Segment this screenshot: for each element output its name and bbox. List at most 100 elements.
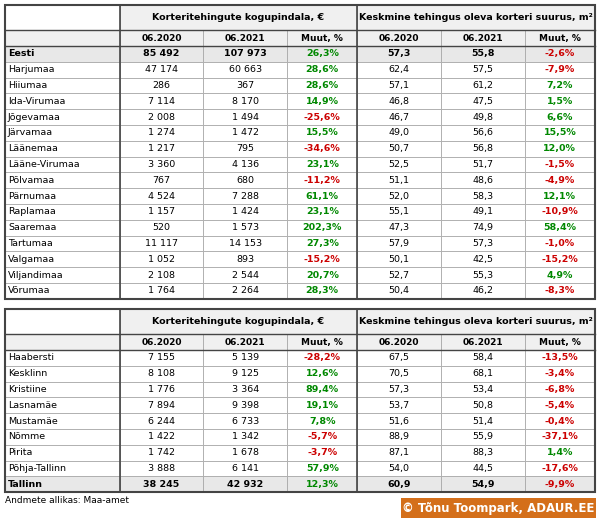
Text: Muut, %: Muut, % xyxy=(301,34,343,43)
Text: 15,5%: 15,5% xyxy=(544,128,576,137)
Text: 46,2: 46,2 xyxy=(472,287,493,296)
Text: -25,6%: -25,6% xyxy=(304,113,341,122)
Text: Kesklinn: Kesklinn xyxy=(8,369,47,378)
Text: 51,1: 51,1 xyxy=(389,176,410,185)
Text: 53,4: 53,4 xyxy=(472,385,493,394)
Bar xyxy=(358,94,441,109)
Bar xyxy=(203,220,287,236)
Text: -13,5%: -13,5% xyxy=(542,353,578,362)
Bar xyxy=(120,283,203,299)
Text: 9 125: 9 125 xyxy=(232,369,259,378)
Bar xyxy=(524,236,595,251)
Text: 56,8: 56,8 xyxy=(472,144,493,153)
Text: 57,5: 57,5 xyxy=(472,65,493,74)
Text: 7 155: 7 155 xyxy=(148,353,175,362)
Text: 55,8: 55,8 xyxy=(471,49,494,58)
Bar xyxy=(5,109,120,125)
Text: 7 288: 7 288 xyxy=(232,191,259,201)
Text: Pärnumaa: Pärnumaa xyxy=(8,191,56,201)
Bar xyxy=(287,125,358,141)
Text: 55,9: 55,9 xyxy=(472,432,493,441)
Text: 47,3: 47,3 xyxy=(389,223,410,232)
Text: 06.2021: 06.2021 xyxy=(463,34,503,43)
Text: Mustamäe: Mustamäe xyxy=(8,417,58,426)
Bar xyxy=(524,31,595,46)
Bar xyxy=(5,236,120,251)
Bar xyxy=(441,267,524,283)
Bar xyxy=(287,188,358,204)
Text: 4 136: 4 136 xyxy=(232,160,259,169)
Bar xyxy=(358,350,441,366)
Bar xyxy=(5,125,120,141)
Text: Andmete allikas: Maa-amet: Andmete allikas: Maa-amet xyxy=(5,496,129,505)
Bar xyxy=(441,397,524,413)
Bar xyxy=(441,477,524,492)
Text: -0,4%: -0,4% xyxy=(545,417,575,426)
Text: -37,1%: -37,1% xyxy=(541,432,578,441)
Bar xyxy=(358,477,441,492)
Text: -2,6%: -2,6% xyxy=(545,49,575,58)
Text: Keskmine tehingus oleva korteri suurus, m²: Keskmine tehingus oleva korteri suurus, … xyxy=(359,13,593,22)
Text: Kristiine: Kristiine xyxy=(8,385,47,394)
Bar xyxy=(203,477,287,492)
Text: 62,4: 62,4 xyxy=(389,65,410,74)
Text: 6 733: 6 733 xyxy=(232,417,259,426)
Text: 1 678: 1 678 xyxy=(232,448,259,457)
Text: 46,7: 46,7 xyxy=(389,113,410,122)
Text: Ida-Virumaa: Ida-Virumaa xyxy=(8,97,65,106)
Text: -10,9%: -10,9% xyxy=(541,207,578,217)
Bar xyxy=(358,109,441,125)
Bar xyxy=(120,109,203,125)
Bar xyxy=(5,461,120,477)
Text: 1 424: 1 424 xyxy=(232,207,259,217)
Text: Järvamaa: Järvamaa xyxy=(8,128,53,137)
Text: 54,9: 54,9 xyxy=(471,480,494,489)
Bar xyxy=(358,220,441,236)
Text: 2 108: 2 108 xyxy=(148,271,175,280)
Bar xyxy=(5,31,120,46)
Bar xyxy=(524,267,595,283)
Bar xyxy=(5,397,120,413)
Bar xyxy=(524,334,595,350)
Bar xyxy=(203,188,287,204)
Bar xyxy=(524,461,595,477)
Text: Harjumaa: Harjumaa xyxy=(8,65,55,74)
Text: 85 492: 85 492 xyxy=(143,49,180,58)
Bar xyxy=(358,5,595,31)
Bar xyxy=(441,445,524,461)
Text: 44,5: 44,5 xyxy=(472,464,493,473)
Text: -3,4%: -3,4% xyxy=(545,369,575,378)
Text: 06.2020: 06.2020 xyxy=(379,34,419,43)
Text: 47,5: 47,5 xyxy=(472,97,493,106)
Text: 58,3: 58,3 xyxy=(472,191,493,201)
Text: 8 108: 8 108 xyxy=(148,369,175,378)
Text: 12,3%: 12,3% xyxy=(306,480,338,489)
Text: 5 139: 5 139 xyxy=(232,353,259,362)
Text: Korteritehingute kogupindala, €: Korteritehingute kogupindala, € xyxy=(152,317,325,326)
Text: -34,6%: -34,6% xyxy=(304,144,341,153)
Bar xyxy=(120,445,203,461)
Bar xyxy=(441,251,524,267)
Bar xyxy=(358,334,441,350)
Bar xyxy=(5,334,120,350)
Bar xyxy=(524,46,595,62)
Text: -3,7%: -3,7% xyxy=(307,448,337,457)
Bar xyxy=(524,429,595,445)
Bar xyxy=(524,366,595,381)
Bar xyxy=(441,188,524,204)
Bar xyxy=(358,157,441,173)
Text: -4,9%: -4,9% xyxy=(545,176,575,185)
Bar xyxy=(120,157,203,173)
Bar xyxy=(5,157,120,173)
Bar xyxy=(287,94,358,109)
Text: Eesti: Eesti xyxy=(8,49,34,58)
Text: 286: 286 xyxy=(152,81,170,90)
Text: Valgamaa: Valgamaa xyxy=(8,255,55,264)
Bar xyxy=(358,397,441,413)
Text: 20,7%: 20,7% xyxy=(306,271,338,280)
Text: Võrumaa: Võrumaa xyxy=(8,287,50,296)
Text: 4,9%: 4,9% xyxy=(547,271,573,280)
Bar xyxy=(120,236,203,251)
Text: 42 932: 42 932 xyxy=(227,480,263,489)
Text: 68,1: 68,1 xyxy=(472,369,493,378)
